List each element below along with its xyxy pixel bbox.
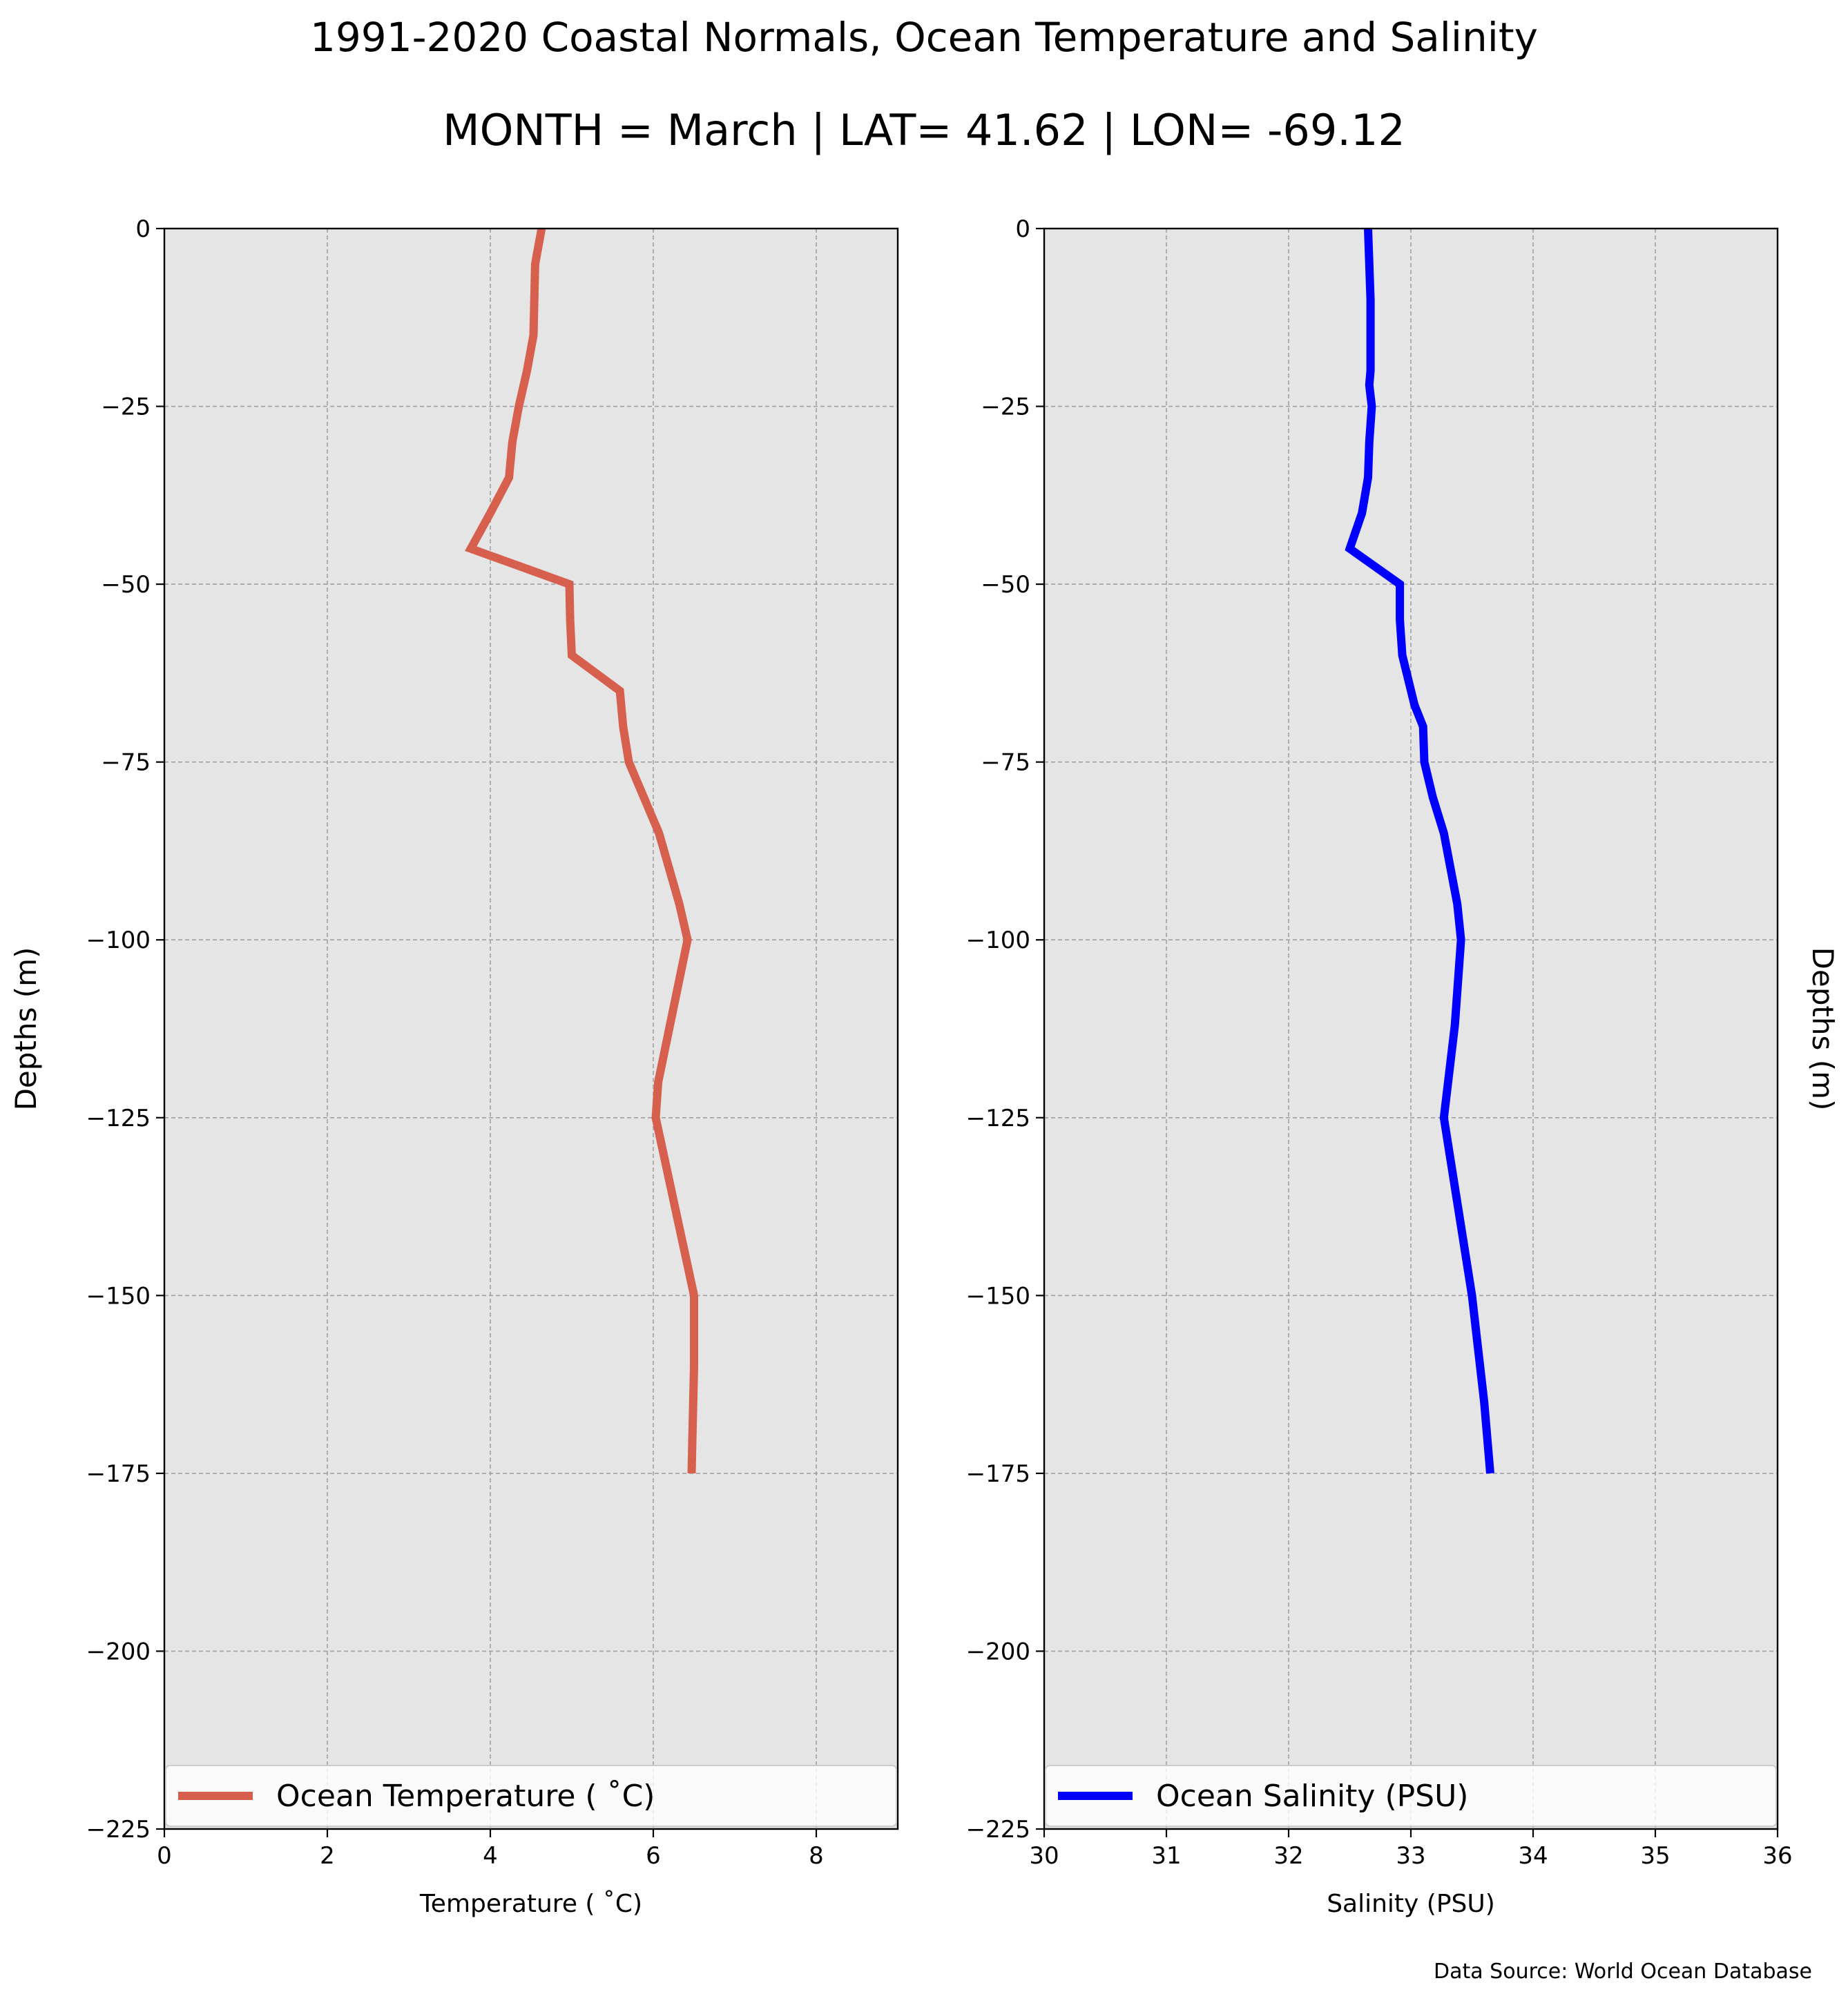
x-axis-label: Temperature ( ˚C) [419, 1890, 642, 1918]
x-tick-label: 0 [157, 1842, 172, 1870]
y-axis-label: Depths (m) [1806, 947, 1840, 1111]
data-point [1402, 655, 1403, 656]
y-tick-label: −225 [86, 1816, 151, 1844]
data-point [694, 1295, 695, 1296]
y-tick-label: −100 [966, 927, 1030, 954]
legend-label: Ocean Temperature ( ˚C) [276, 1779, 655, 1814]
x-tick-label: 33 [1396, 1842, 1425, 1870]
x-tick-label: 32 [1273, 1842, 1303, 1870]
data-point [569, 584, 570, 585]
data-point [655, 1117, 656, 1118]
legend: Ocean Salinity (PSU) [1045, 1765, 1777, 1827]
salinity-panel: 30 31 32 33 34 35 36 0 −25 −50 −75 −100 −125 −150 −175… [966, 215, 1840, 1918]
y-tick-label: −75 [981, 749, 1030, 777]
data-point [1400, 619, 1401, 620]
y-tick-label: −25 [981, 394, 1030, 421]
y-tick-label: −125 [86, 1105, 151, 1132]
data-point [1349, 548, 1350, 549]
legend: Ocean Temperature ( ˚C) [165, 1765, 897, 1827]
plot-area [164, 229, 898, 1829]
legend-box [165, 1765, 897, 1827]
data-source-note: Data Source: World Ocean Database [1434, 1960, 1812, 1984]
x-tick-label: 34 [1518, 1842, 1548, 1870]
x-axis-label: Salinity (PSU) [1327, 1890, 1495, 1918]
data-point [470, 548, 471, 549]
y-tick-label: −75 [101, 749, 151, 777]
x-tick-label: 35 [1640, 1842, 1670, 1870]
y-tick-label: −125 [966, 1105, 1030, 1132]
data-point [1443, 1117, 1444, 1118]
y-tick-label: −175 [966, 1460, 1030, 1488]
data-point [509, 477, 510, 478]
y-tick-label: −25 [101, 394, 151, 421]
data-point [1362, 513, 1363, 514]
temperature-profile-line [465, 227, 698, 1474]
y-tick-label: −150 [966, 1282, 1030, 1310]
data-point [619, 690, 620, 691]
y-axis-label: Depths (m) [9, 947, 43, 1111]
chart-subtitle: MONTH = March | LAT= 41.62 | LON= -69.12 [443, 105, 1405, 155]
y-tick-label: −150 [86, 1282, 151, 1310]
y-tick-label: −100 [86, 927, 151, 954]
legend-box [1045, 1765, 1777, 1827]
data-point [490, 513, 491, 514]
data-point [1414, 705, 1415, 706]
x-tick-label: 36 [1762, 1842, 1792, 1870]
y-tick-label: −50 [101, 571, 151, 599]
x-tick-label: 30 [1029, 1842, 1059, 1870]
data-point [623, 726, 624, 727]
axes-frame [163, 227, 899, 1830]
y-tick-label: −225 [966, 1816, 1030, 1844]
salinity-profile-line [1345, 228, 1494, 1474]
data-point [1368, 477, 1369, 478]
data-point [1400, 584, 1401, 585]
y-tick-label: 0 [1015, 215, 1030, 243]
y-tick-label: 0 [135, 215, 151, 243]
data-point [694, 1366, 695, 1367]
x-tick-label: 4 [483, 1842, 498, 1870]
chart-title: 1991-2020 Coastal Normals, Ocean Tempera… [310, 14, 1538, 61]
legend-label: Ocean Salinity (PSU) [1156, 1779, 1468, 1814]
data-point [533, 335, 534, 336]
x-tick-label: 6 [646, 1842, 661, 1870]
x-tick-label: 8 [809, 1842, 824, 1870]
y-tick-label: −200 [966, 1638, 1030, 1665]
x-tick-label: 2 [320, 1842, 335, 1870]
temperature-panel: 0 2 4 6 8 0 −25 −50 −75 −100 −125 −150 −175 −200 −225 T… [9, 215, 899, 1918]
y-tick-label: −50 [981, 571, 1030, 599]
data-point [658, 1082, 659, 1083]
data-point [1432, 797, 1433, 798]
y-tick-label: −175 [86, 1460, 151, 1488]
y-tick-label: −200 [86, 1638, 151, 1665]
x-tick-label: 31 [1151, 1842, 1181, 1870]
data-point [1371, 406, 1372, 407]
